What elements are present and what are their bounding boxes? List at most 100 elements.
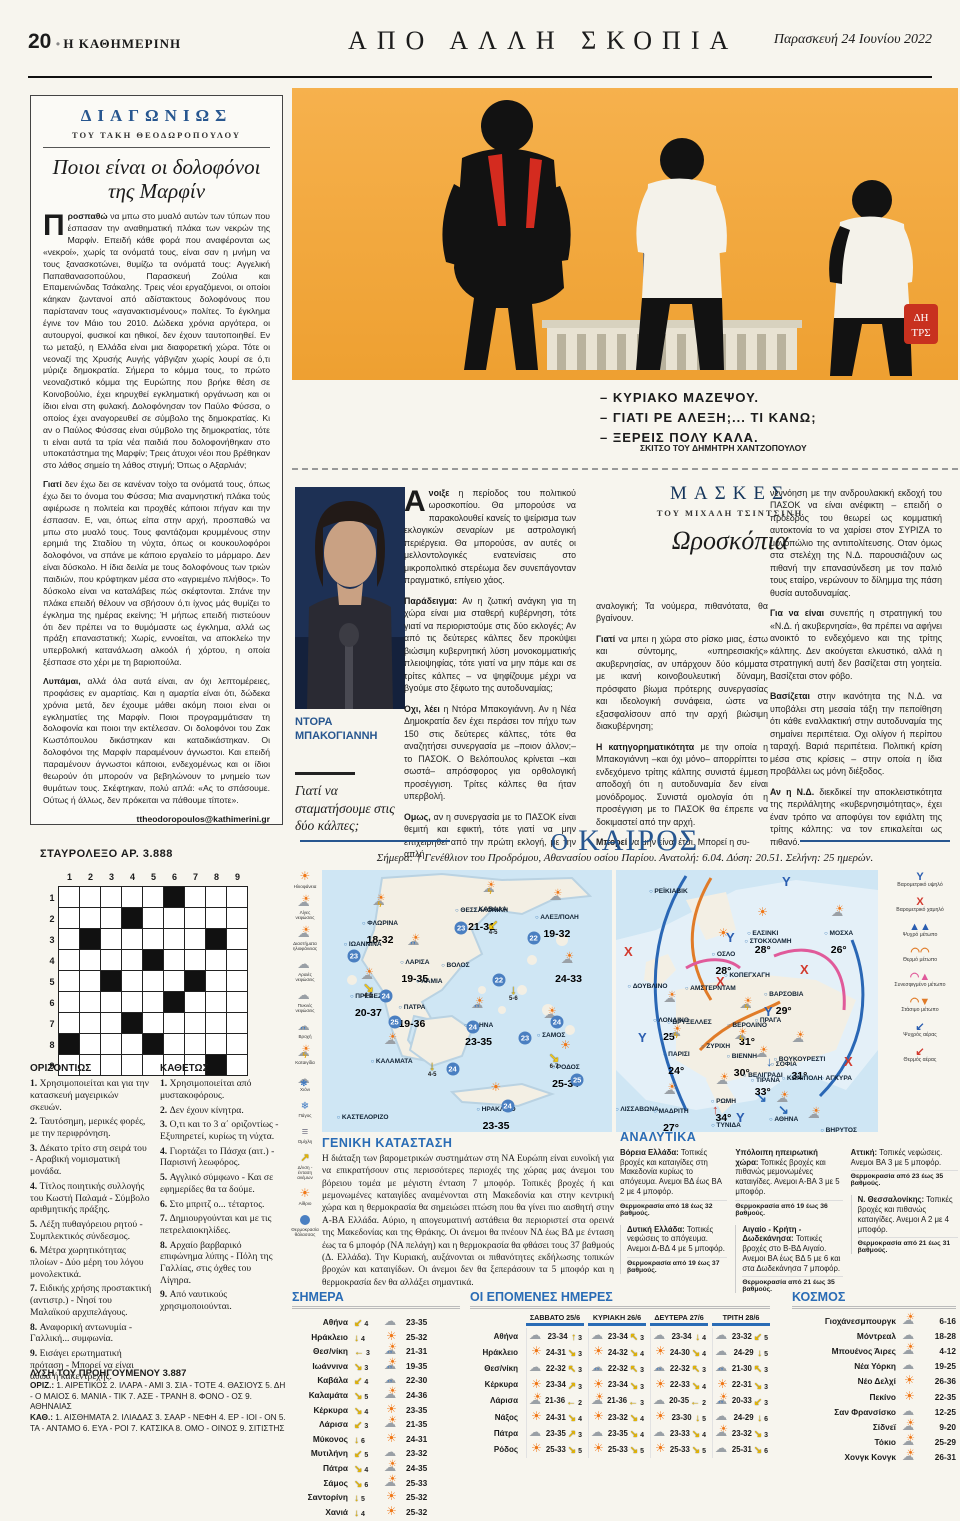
crossword-cell	[226, 928, 248, 950]
analytika-title: ΑΝΑΛΥΤΙΚΑ	[620, 1130, 958, 1144]
today-row: Αθήνα↙ 4☁23-35	[292, 1313, 460, 1328]
issue-date: Παρασκευή 24 Ιουνίου 2022	[774, 32, 932, 48]
divider	[43, 147, 270, 148]
cloud-glyph: ☁	[298, 989, 310, 1001]
legend-cloud-sun-icon: ☀☁	[290, 898, 320, 910]
sun-icon: ☀	[384, 1491, 399, 1503]
wind-arrow-glyph: ↘	[630, 1429, 638, 1440]
cloud-icon: ☁	[298, 960, 313, 972]
crossword-cell	[226, 1033, 248, 1055]
sun big-glyph: ☀	[386, 1504, 397, 1518]
wind-bft: 2	[576, 1400, 582, 1407]
cloud-icon: ☁	[653, 1395, 668, 1407]
crossword-cell	[184, 1033, 206, 1055]
crossword-cell	[184, 970, 206, 992]
wind-arrow-glyph: ↘	[630, 1348, 638, 1359]
paragraph-lead: Οχι, λέει	[404, 704, 443, 714]
rain-icon: ☁’’	[715, 1362, 730, 1374]
diagonios-paragraph: Γιατί δεν έχω δει σε κανέναν τοίχο τα ον…	[43, 479, 270, 669]
crossword-clue: 2. Δεν έχουν κίνητρα.	[160, 1105, 282, 1117]
next-days-cell: ☁’’22-32↖ 3	[650, 1360, 708, 1376]
legend-item: ☀Ηλιοφάνεια	[290, 872, 320, 889]
ice-icon: ❄	[298, 1101, 313, 1113]
crossword-cell	[79, 907, 101, 929]
crossword-cell	[121, 970, 143, 992]
sun-icon: ☀	[653, 1379, 668, 1391]
wind-bft: 3	[576, 1335, 582, 1342]
crossword-cell	[121, 991, 143, 1013]
city-name: ΚΩΝ/ΠΟΛΗ	[782, 1075, 823, 1082]
world-temps: 18-28	[922, 1331, 956, 1341]
world-temps: 4-12	[922, 1346, 956, 1356]
legend-item: ≡Ομίχλη	[290, 1127, 320, 1144]
crossword-cell	[163, 1033, 185, 1055]
city-temp: 19-32	[543, 928, 570, 940]
map-city: ΑΜΣΤΕΡΝΤΑΜ	[685, 977, 736, 995]
map-legend-item: ◠◠Θερμό μέτωπο	[884, 947, 956, 964]
seatemp-icon	[298, 1215, 313, 1227]
analytika-column: Βόρεια Ελλάδα: Τοπικές βροχές και καταιγ…	[620, 1148, 727, 1301]
cloud-glyph: ☁	[653, 1328, 665, 1342]
crossword-cell	[142, 949, 164, 971]
next-days-cell: ☁24-29↓ 5	[712, 1344, 770, 1360]
rain-glyph: ’’	[718, 1400, 724, 1409]
cell-temps: 23-30	[672, 1413, 692, 1422]
city-name: ΣΤΟΚΧΟΛΜΗ	[744, 938, 791, 945]
city-name: ΡΩΜΗ	[711, 1098, 736, 1105]
city-name: ΠΑΤΡΑ	[398, 1004, 425, 1011]
today-city: Σαντορίνη	[292, 1492, 354, 1502]
crossword-cell	[121, 949, 143, 971]
cell-temps: 24-31	[546, 1348, 566, 1357]
sun-icon: ☀	[591, 1346, 606, 1358]
photo-dora-bakoyanni	[295, 487, 405, 709]
cell-temps: 23-32	[732, 1429, 752, 1438]
city-name: ΑΓΚΥΡΑ	[820, 1075, 852, 1082]
next-days-city: Ρόδος	[470, 1441, 522, 1457]
city-name: ΦΛΩΡΙΝΑ	[362, 920, 398, 927]
crossword-cell	[58, 1033, 80, 1055]
sun-icon: ☀	[591, 1379, 606, 1391]
wind-arrow-glyph: ↗	[568, 1381, 576, 1392]
cloud-glyph: ☁	[716, 1073, 728, 1087]
storm-icon: ☀☁ϟ	[740, 999, 755, 1011]
wind-bft: 3	[638, 1335, 644, 1342]
legend-clear-icon: ☀	[290, 1189, 320, 1201]
analytika-region: Ν. Θεσσαλονίκης: Τοπικές βροχές και πιθα…	[851, 1195, 958, 1254]
cloud-glyph: ☁	[715, 1328, 727, 1342]
wind-bft: 3	[700, 1367, 706, 1374]
next-days-cell: ☁23-35↘ 4	[588, 1425, 646, 1441]
sun big-glyph: ☀	[386, 1402, 397, 1416]
sun big-glyph: ☀	[531, 1344, 542, 1358]
region-text: Αιγαίο - Κρήτη - Δωδεκάνησα: Τοπικές βρο…	[742, 1225, 842, 1274]
today-temps: 25-32	[406, 1507, 460, 1517]
wind-bft: 5	[700, 1416, 706, 1423]
today-city: Καλαμάτα	[292, 1390, 354, 1400]
map-city: ΤΙΡΑΝΑ	[751, 1069, 780, 1087]
cartoon-illustration: ΔΗ ΤΡΣ	[292, 88, 958, 380]
rain-icon: ☁’’	[384, 1374, 399, 1386]
map-city: ΠΑΤΡΑ 19-36	[398, 996, 425, 1032]
bolt-glyph: ϟ	[488, 887, 492, 896]
wind-bft: 4	[359, 1511, 365, 1518]
cloud-icon: ☁	[529, 1362, 544, 1374]
sea-temperature: 24	[550, 1015, 563, 1028]
today-row: Πάτρα↘ 4☀☁24-35	[292, 1459, 460, 1474]
crossword-clue: 4. Γιορτάζει το Πάσχα (αιτ.) - Παρισινή …	[160, 1146, 282, 1169]
cloud-sun-icon: ☀☁	[298, 929, 313, 941]
next-days-day-header: ΚΥΡΙΑΚΗ 26/6	[588, 1313, 646, 1326]
cloud-glyph: ☁	[902, 1343, 914, 1357]
clue-number: 3.	[30, 1143, 40, 1154]
cloud-glyph: ☁	[384, 1314, 396, 1328]
next-days-cell: ☀☁21-36← 3	[588, 1393, 646, 1409]
rain-icon: ☁’’	[591, 1362, 606, 1374]
arrow-glyph: ↓	[509, 984, 518, 996]
world-row: Τόκιο☀☁25-29	[792, 1435, 956, 1450]
clues-section-title: ΟΡΙΖΟΝΤΙΩΣ	[30, 1063, 152, 1075]
city-temp: 19-36	[398, 1018, 425, 1030]
region-name: Ν. Θεσσαλονίκης:	[858, 1195, 927, 1204]
clue-number: 5.	[160, 1172, 170, 1183]
storm-icon: ☀☁ϟ	[669, 1027, 684, 1039]
